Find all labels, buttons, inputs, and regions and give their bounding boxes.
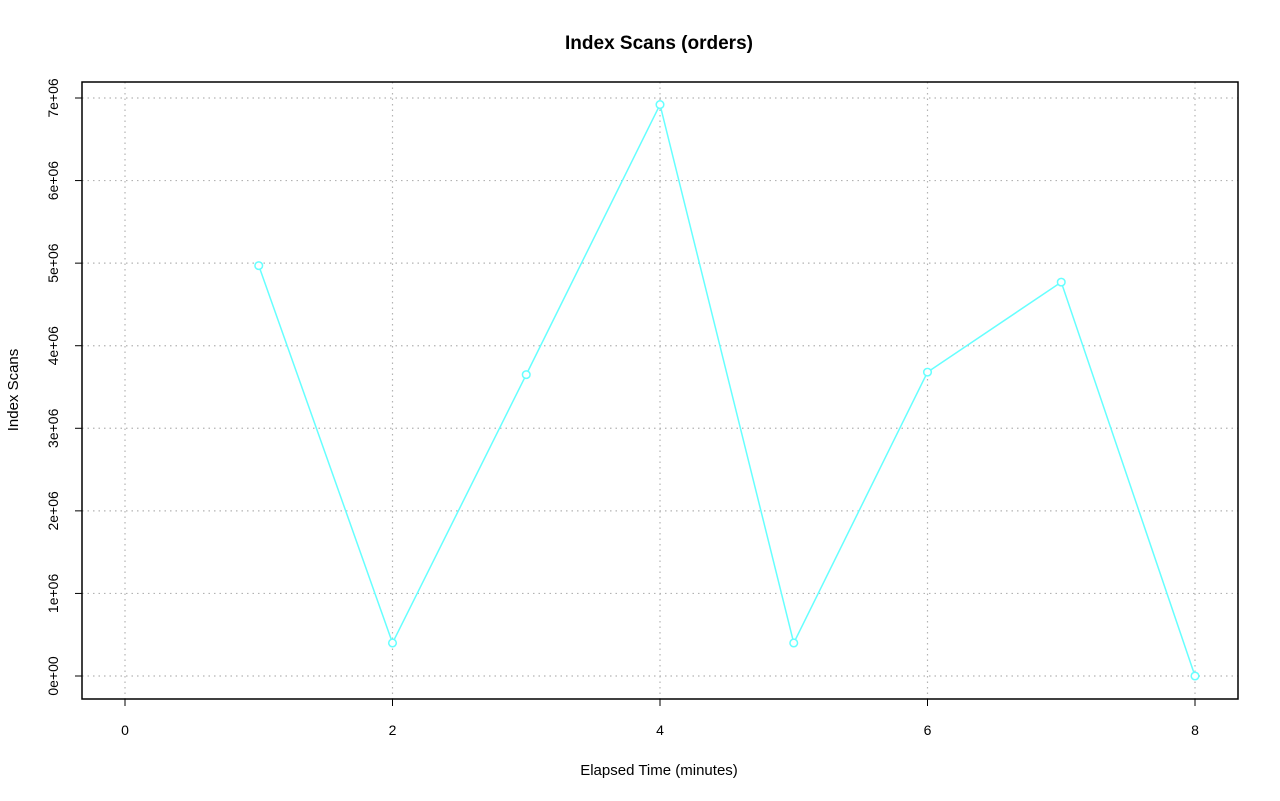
chart-title: Index Scans (orders) bbox=[565, 33, 753, 54]
x-tick-label: 6 bbox=[924, 722, 932, 738]
data-point bbox=[1056, 277, 1066, 287]
series-line bbox=[258, 102, 1196, 677]
y-tick-label: 1e+06 bbox=[45, 574, 61, 614]
data-point bbox=[387, 638, 398, 648]
y-tick-label: 7e+06 bbox=[45, 78, 61, 118]
x-axis-label: Elapsed Time (minutes) bbox=[580, 762, 738, 779]
data-point bbox=[655, 100, 665, 110]
x-tick-label: 0 bbox=[121, 722, 129, 738]
y-axis: 0e+00 1e+06 2e+06 3e+06 4e+06 5e+06 6e+06 7e+06 bbox=[45, 78, 82, 696]
data-point bbox=[254, 261, 264, 271]
grid-lines bbox=[82, 82, 1238, 699]
data-point bbox=[521, 370, 531, 380]
y-tick-label: 5e+06 bbox=[45, 243, 61, 283]
y-tick-label: 4e+06 bbox=[45, 326, 61, 366]
x-tick-label: 4 bbox=[656, 722, 664, 738]
y-tick-label: 6e+06 bbox=[45, 161, 61, 201]
series-layer bbox=[254, 100, 1200, 681]
x-tick-label: 8 bbox=[1191, 722, 1199, 738]
x-tick-label: 2 bbox=[389, 722, 397, 738]
data-point bbox=[789, 638, 799, 648]
y-tick-label: 2e+06 bbox=[45, 491, 61, 531]
data-point bbox=[1190, 671, 1200, 681]
data-point bbox=[922, 367, 933, 377]
y-tick-label: 3e+06 bbox=[45, 408, 61, 448]
x-axis: 0 2 4 6 8 bbox=[121, 699, 1199, 738]
y-axis-label: Index Scans bbox=[5, 349, 22, 432]
y-tick-label: 0e+00 bbox=[45, 656, 61, 696]
